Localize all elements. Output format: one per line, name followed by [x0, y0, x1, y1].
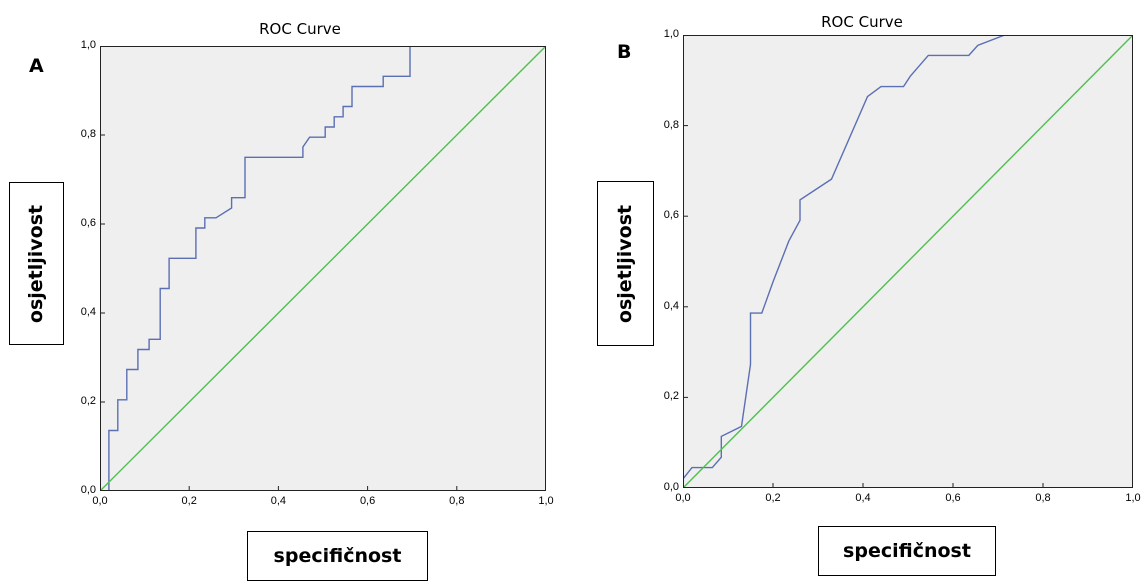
panel-b-xlabel: specifičnost [843, 540, 971, 562]
reference-diagonal-line [683, 35, 1133, 488]
y-tick-label: 0,6 [80, 217, 96, 229]
panel-b-letter: B [617, 41, 632, 63]
x-tick-label: 0,6 [359, 495, 376, 507]
roc-curve-line [100, 46, 546, 491]
y-tick-label: 0,8 [663, 118, 679, 131]
x-tick-label: 0,0 [675, 492, 691, 504]
y-tick-label: 0,2 [663, 390, 679, 403]
panel-a-xlabel-box: specifičnost [247, 531, 428, 581]
y-tick-label: 0,4 [663, 299, 679, 312]
x-tick-label: 1,0 [1125, 492, 1141, 504]
x-tick-label: 0,2 [765, 492, 781, 504]
panel-b-roc-chart [683, 35, 1133, 488]
x-tick-label: 0,4 [855, 492, 871, 504]
y-tick-label: 0,6 [663, 209, 679, 222]
y-tick-label: 0,8 [80, 128, 96, 140]
y-tick-label: 1,0 [663, 28, 679, 40]
panel-a-xlabel: specifičnost [273, 545, 402, 567]
plot-frame [100, 46, 546, 491]
reference-diagonal-line [100, 46, 546, 491]
x-tick-label: 0,2 [181, 495, 197, 507]
roc-curve-line [683, 35, 1133, 480]
panel-b-title: ROC Curve [821, 13, 903, 31]
panel-a-letter: A [29, 55, 44, 77]
y-tick-label: 0,0 [663, 481, 679, 493]
panel-a-title: ROC Curve [259, 20, 341, 38]
x-tick-label: 1,0 [538, 495, 554, 507]
panel-a-ylabel-box: osjetljivost [9, 182, 64, 345]
x-tick-label: 0,0 [92, 495, 108, 507]
panel-b-ylabel-box: osjetljivost [597, 181, 654, 346]
y-tick-label: 0,2 [80, 395, 96, 407]
panel-b-ylabel: osjetljivost [614, 204, 637, 323]
y-tick-label: 1,0 [80, 39, 96, 51]
x-tick-label: 0,8 [1035, 492, 1051, 504]
y-tick-label: 0,0 [80, 484, 96, 496]
x-tick-label: 0,4 [270, 495, 287, 507]
x-tick-label: 0,6 [945, 492, 961, 504]
y-tick-label: 0,4 [80, 306, 96, 318]
panel-a-ylabel: osjetljivost [25, 204, 48, 323]
x-tick-label: 0,8 [449, 495, 465, 507]
panel-b-xlabel-box: specifičnost [818, 526, 996, 576]
plot-frame [683, 35, 1133, 488]
panel-a-roc-chart [100, 46, 546, 491]
